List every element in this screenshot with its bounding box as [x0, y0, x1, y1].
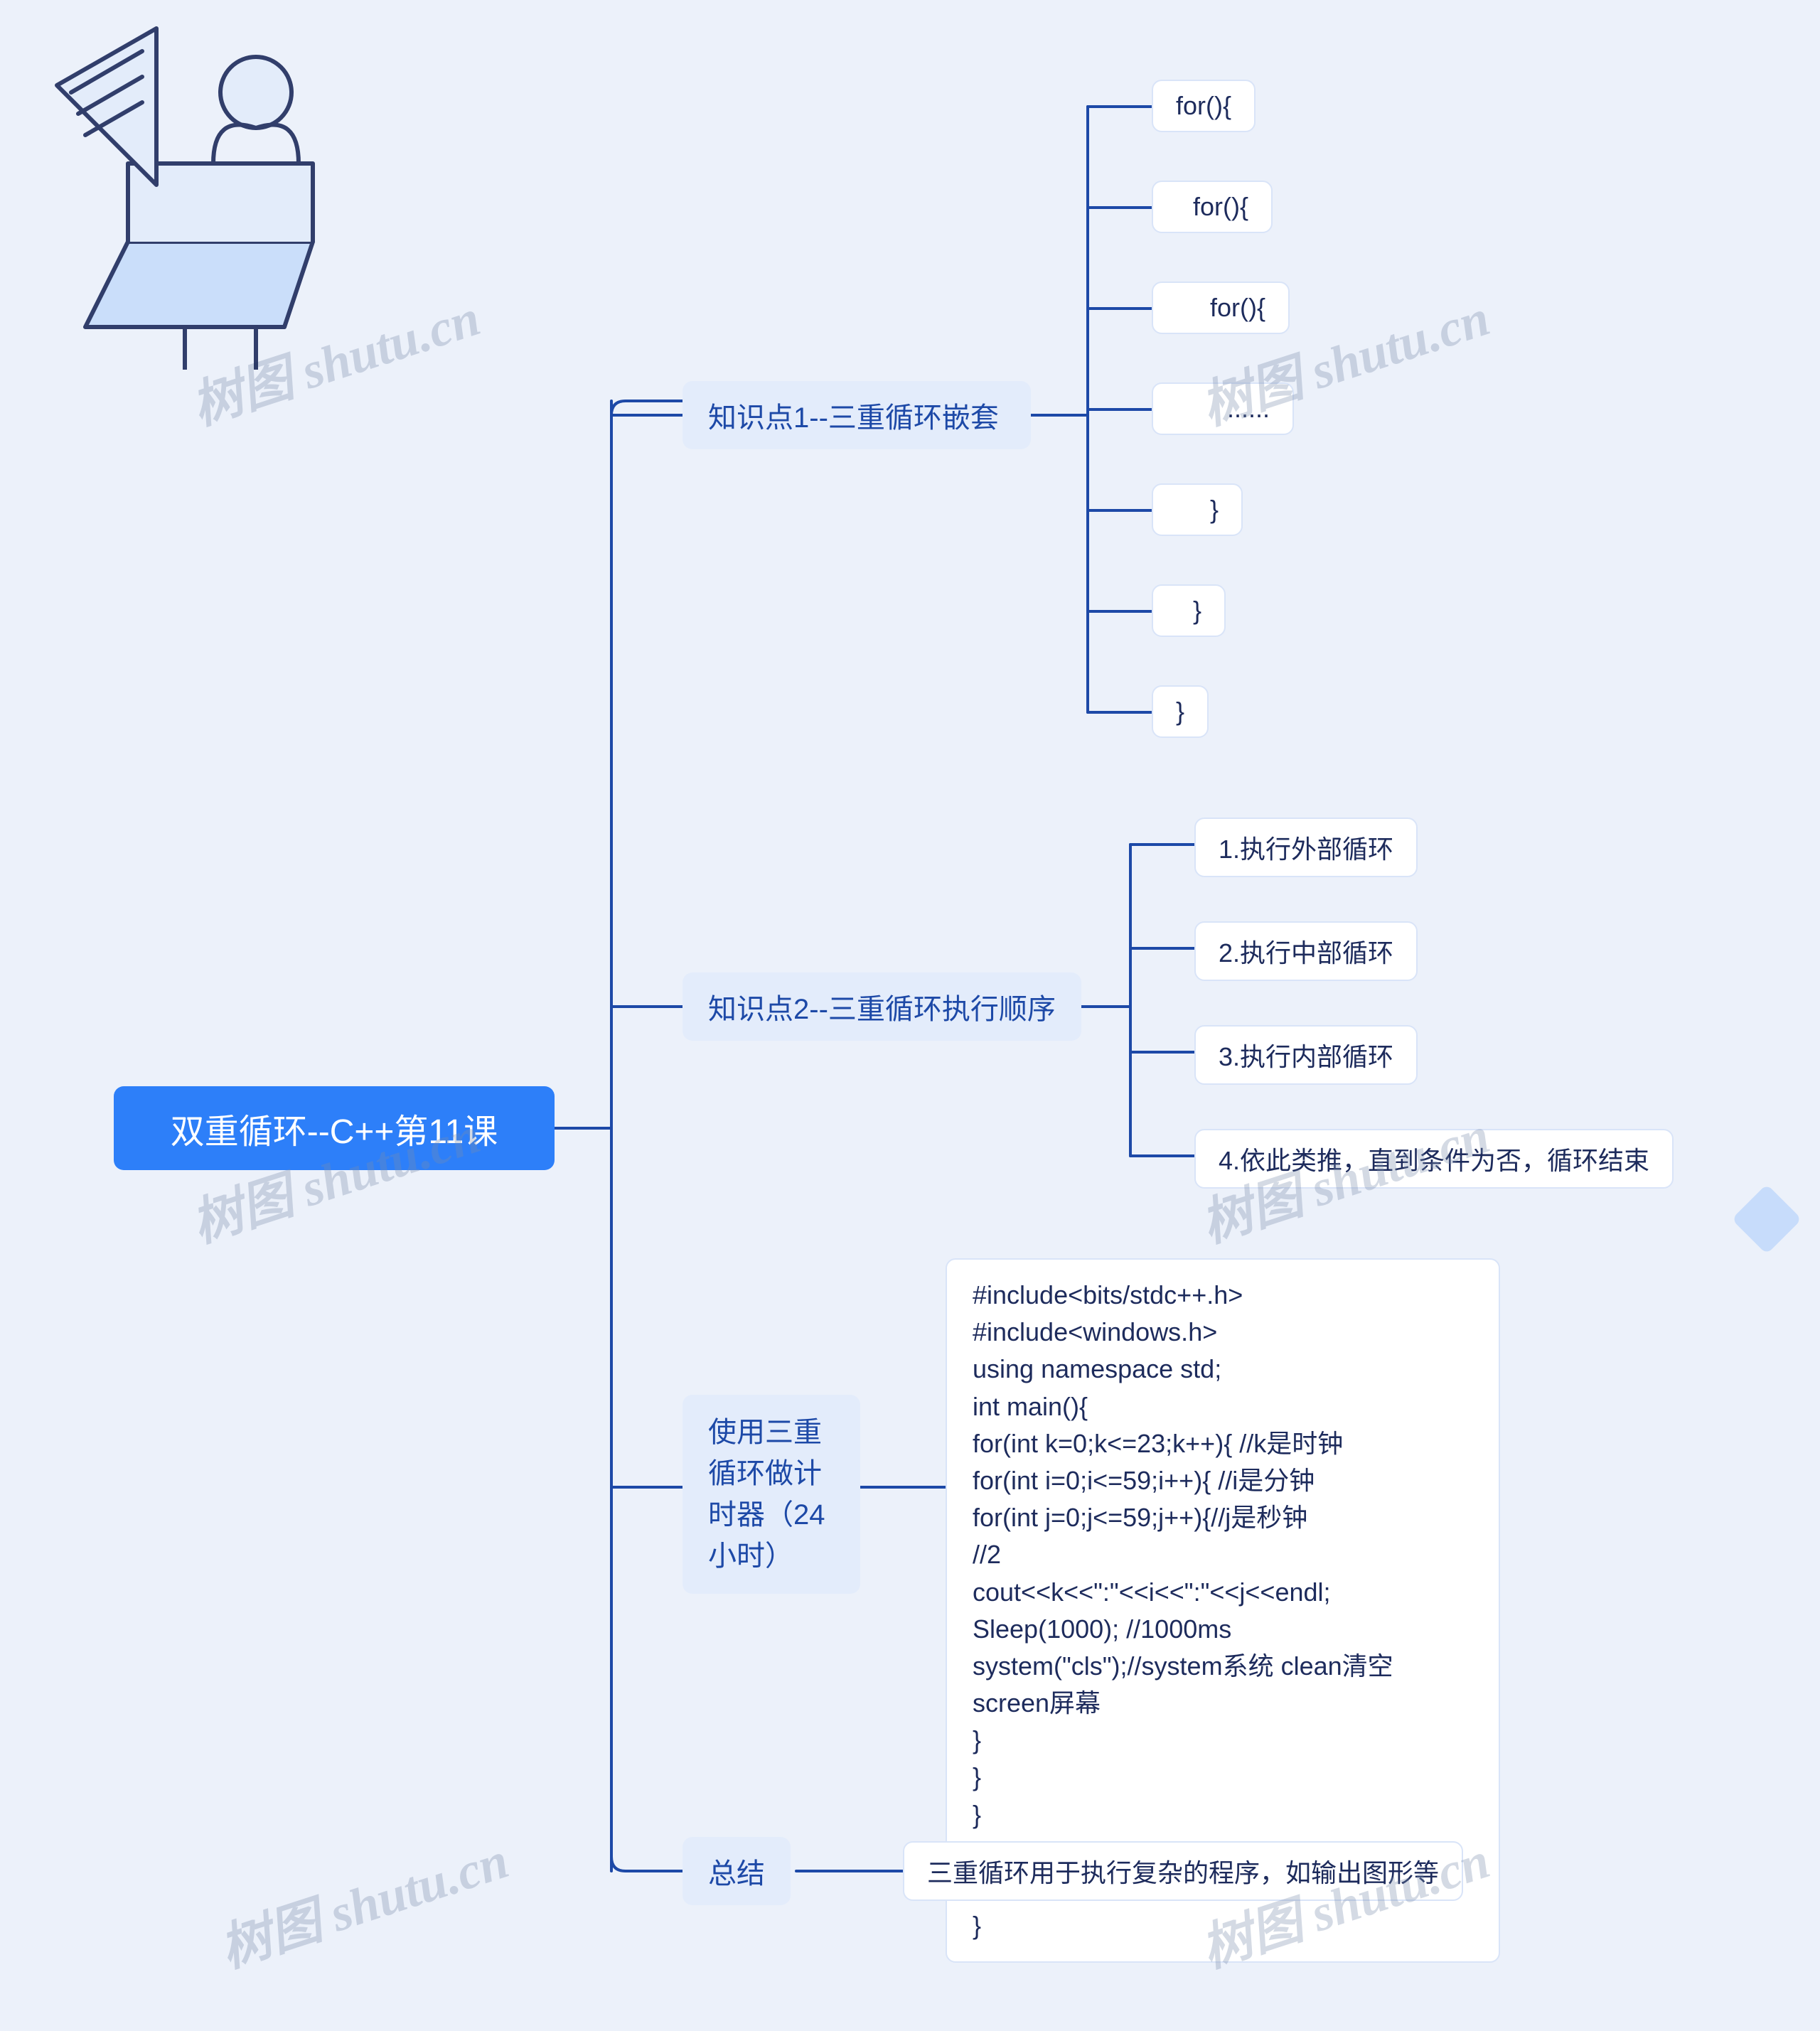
branch-triple-loop-nesting: 知识点1--三重循环嵌套: [682, 381, 1031, 449]
root-node: 双重循环--C++第11课: [114, 1086, 555, 1170]
leaf-summary: 三重循环用于执行复杂的程序，如输出图形等: [903, 1841, 1463, 1901]
decoration-illustration: [0, 0, 370, 370]
leaf-step: 2.执行中部循环: [1194, 921, 1418, 981]
leaf-code: }: [1152, 483, 1243, 536]
watermark: 树图 shutu.cn: [209, 1818, 516, 1982]
decoration-diamond: [1732, 1184, 1802, 1255]
leaf-code: for(){: [1152, 181, 1273, 233]
leaf-code: }: [1152, 685, 1209, 738]
leaf-code: }: [1152, 584, 1226, 637]
branch-timer: 使用三重循环做计时器（24小时）: [682, 1395, 860, 1594]
branch-summary: 总结: [682, 1837, 791, 1905]
branch-execution-order: 知识点2--三重循环执行顺序: [682, 972, 1081, 1041]
leaf-code: for(){: [1152, 80, 1256, 132]
leaf-step: 1.执行外部循环: [1194, 818, 1418, 877]
leaf-code: ......: [1152, 382, 1294, 435]
leaf-step: 4.依此类推，直到条件为否，循环结束: [1194, 1129, 1674, 1189]
watermark: 树图 shutu.cn: [181, 276, 488, 439]
leaf-step: 3.执行内部循环: [1194, 1025, 1418, 1085]
leaf-code: for(){: [1152, 282, 1290, 334]
